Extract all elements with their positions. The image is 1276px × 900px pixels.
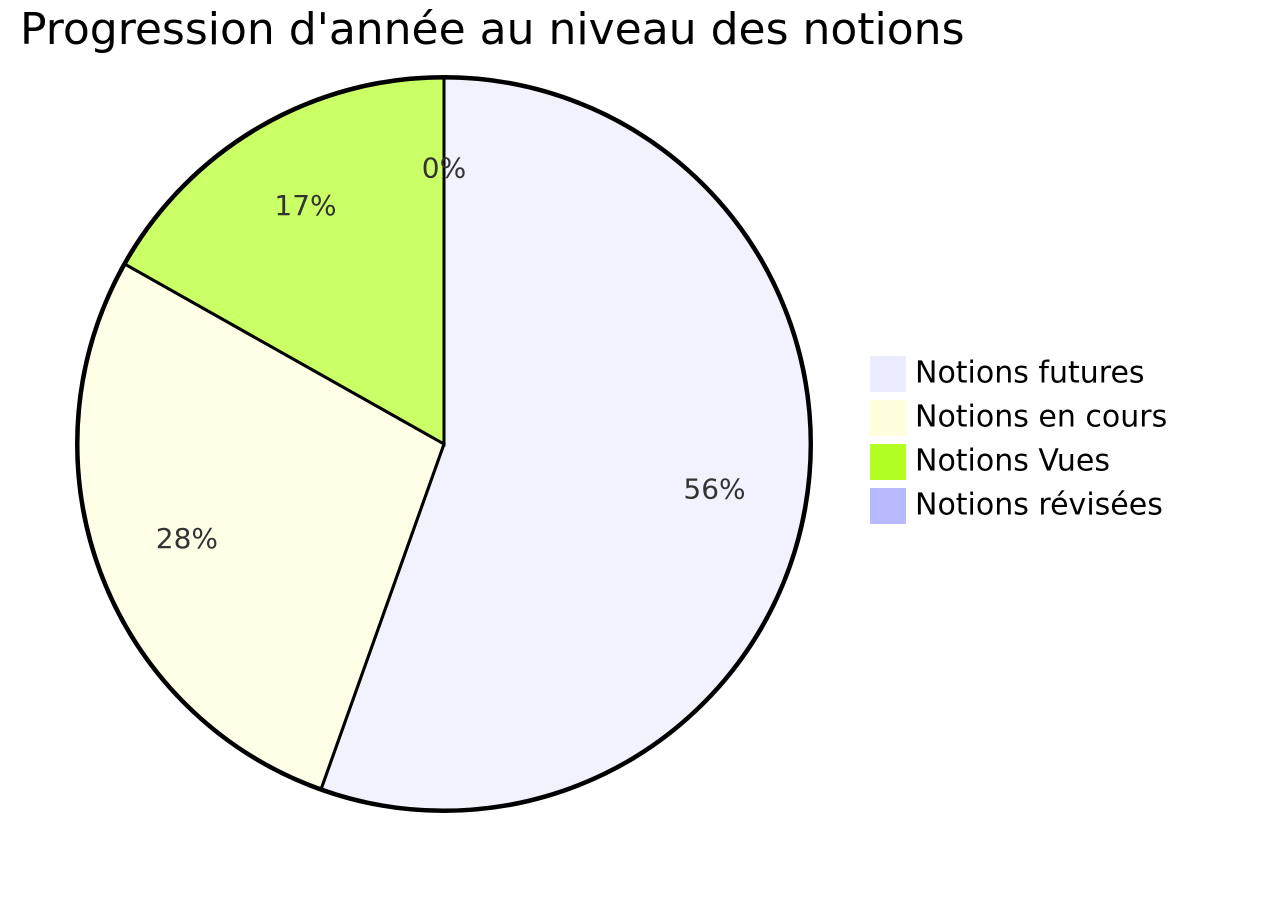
legend-swatch xyxy=(870,444,906,480)
slice-label: 0% xyxy=(422,152,466,185)
legend-swatch xyxy=(870,400,906,436)
legend-label: Notions révisées xyxy=(915,488,1163,523)
legend-label: Notions Vues xyxy=(915,444,1110,479)
pie-slice xyxy=(123,76,446,447)
pie-slice xyxy=(76,262,446,791)
slice-label: 28% xyxy=(156,522,218,555)
slice-label: 17% xyxy=(274,189,336,222)
legend-label: Notions futures xyxy=(915,356,1145,391)
legend-swatch xyxy=(870,488,906,524)
legend-swatch xyxy=(870,356,906,392)
legend-label: Notions en cours xyxy=(915,400,1167,435)
pie-slice xyxy=(319,76,812,812)
chart-title: Progression d'année au niveau des notion… xyxy=(20,4,965,55)
slice-label: 56% xyxy=(683,473,745,506)
